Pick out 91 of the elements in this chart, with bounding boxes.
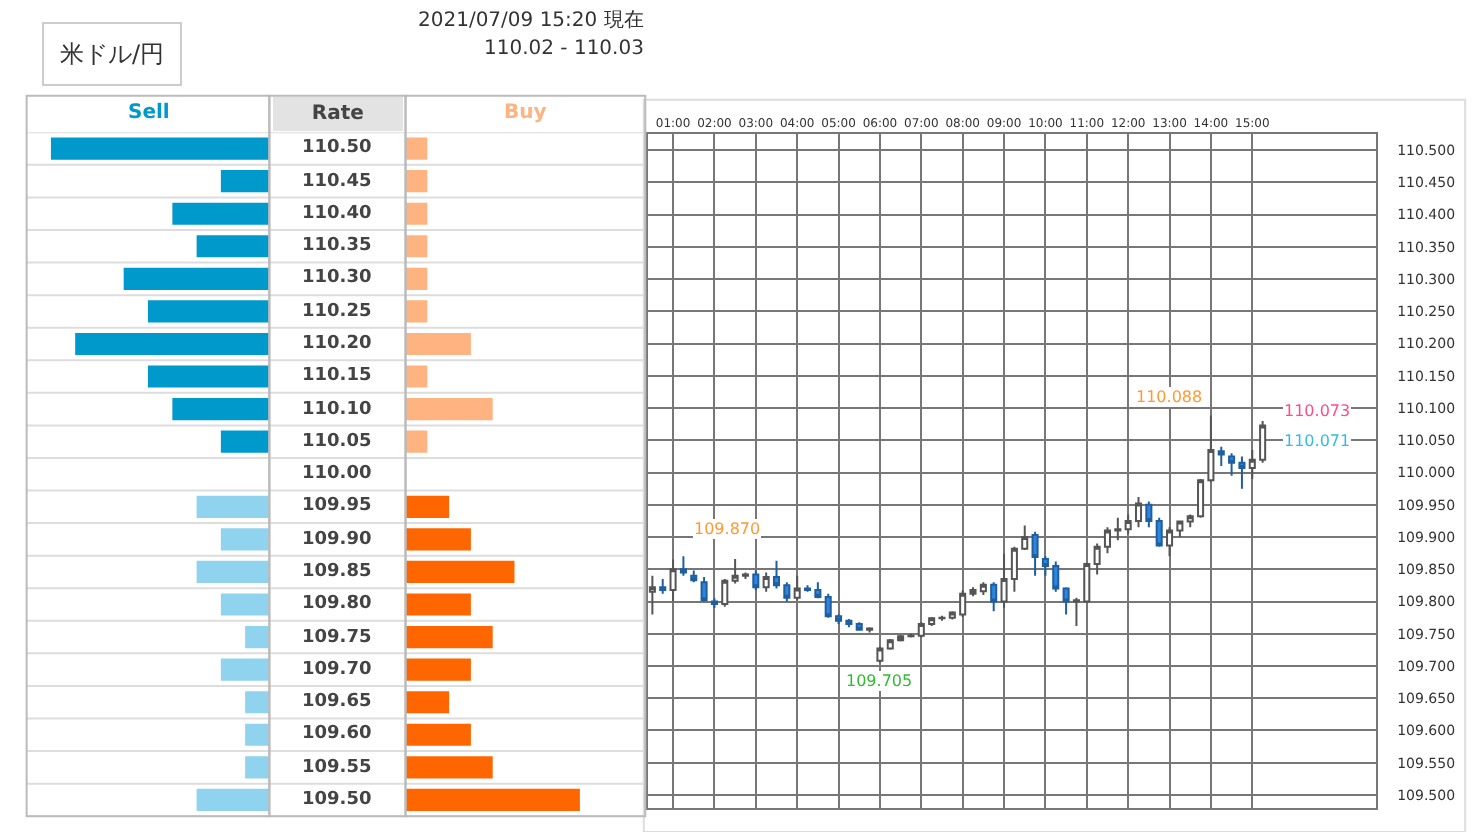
bar — [220, 658, 270, 681]
bar — [405, 365, 428, 388]
candlestick — [1031, 530, 1039, 577]
y-tick-label: 110.05 — [302, 432, 372, 452]
bar — [172, 398, 270, 421]
candlestick — [659, 577, 667, 595]
bar — [245, 691, 270, 714]
bar — [405, 528, 471, 551]
candlestick — [721, 577, 729, 608]
text: 米ドル/円 — [60, 40, 165, 68]
bar — [245, 756, 270, 779]
candlestick — [793, 574, 801, 602]
annotation: 109.705 — [846, 672, 913, 690]
y-tick-label: 109.70 — [302, 660, 372, 680]
bar — [196, 788, 270, 811]
y-tick-label: 109.60 — [302, 724, 372, 744]
bar — [405, 788, 580, 811]
bar — [196, 560, 270, 584]
bar — [405, 137, 428, 160]
candlestick — [1217, 445, 1225, 468]
y-tick-label: 109.90 — [302, 530, 372, 550]
bar — [245, 626, 270, 649]
candlestick — [700, 575, 708, 603]
annotation: 110.088 — [1136, 388, 1203, 406]
bar — [405, 723, 471, 746]
candlestick — [876, 645, 884, 664]
candlestick — [710, 597, 718, 609]
candlestick — [690, 569, 698, 584]
bar — [405, 332, 471, 356]
candlestick — [1145, 500, 1153, 529]
y-tick-label: 109.50 — [302, 790, 372, 810]
y-tick-label: 110.00 — [302, 464, 372, 484]
bar — [172, 202, 270, 225]
bar — [220, 170, 270, 193]
bar — [220, 593, 270, 616]
y-axis-title: Rate — [311, 103, 365, 125]
y-tick-label: 109.95 — [302, 496, 372, 516]
bar — [50, 137, 270, 160]
bar — [196, 495, 270, 518]
bar — [405, 658, 471, 681]
bar — [220, 528, 270, 551]
y-tick-label: 109.55 — [302, 758, 372, 778]
candlestick — [1062, 586, 1070, 616]
text: 110.02 - 110.03 — [484, 38, 644, 60]
bar — [75, 332, 270, 356]
annotation: 110.073 — [1284, 402, 1351, 420]
candlestick — [1155, 516, 1163, 548]
y-tick-label: 110.25 — [302, 302, 372, 322]
bar — [220, 430, 270, 453]
y-tick-label: 110.50 — [302, 138, 372, 158]
bar — [405, 202, 428, 225]
bar — [405, 170, 428, 193]
bar — [147, 365, 270, 388]
candlestick — [990, 581, 998, 613]
y-tick-label: 110.35 — [302, 236, 372, 256]
chart-title: Buy — [504, 102, 548, 124]
text: 2021/07/09 15:20 現在 — [418, 8, 644, 32]
y-tick-label: 109.80 — [302, 594, 372, 614]
annotation: 109.870 — [694, 520, 761, 538]
y-tick-label: 110.30 — [302, 268, 372, 288]
bar — [196, 235, 270, 258]
bar — [405, 267, 428, 290]
y-tick-label: 109.85 — [302, 562, 372, 582]
candlestick — [752, 569, 760, 591]
bar — [405, 626, 493, 649]
annotation: 110.071 — [1284, 432, 1351, 450]
bar — [147, 300, 270, 323]
y-tick-label: 110.40 — [302, 204, 372, 224]
candlestick — [855, 621, 863, 632]
bar — [405, 398, 493, 421]
y-tick-label: 110.15 — [302, 366, 372, 386]
candlestick — [679, 555, 687, 577]
bar — [405, 495, 450, 518]
candlestick — [669, 558, 677, 603]
candlestick — [648, 574, 656, 616]
bar — [405, 235, 428, 258]
bar — [405, 691, 450, 714]
bar — [405, 593, 471, 616]
bar — [123, 267, 270, 290]
bar — [405, 560, 515, 584]
candlestick — [762, 571, 770, 593]
bar — [245, 723, 270, 746]
y-tick-label: 109.75 — [302, 628, 372, 648]
bar — [405, 430, 428, 453]
y-tick-label: 110.20 — [302, 334, 372, 354]
y-tick-label: 110.10 — [302, 400, 372, 420]
chart-title: Sell — [128, 102, 170, 124]
y-tick-label: 109.65 — [302, 692, 372, 712]
bar — [405, 756, 493, 779]
y-tick-label: 110.45 — [302, 172, 372, 192]
bar — [405, 300, 428, 323]
